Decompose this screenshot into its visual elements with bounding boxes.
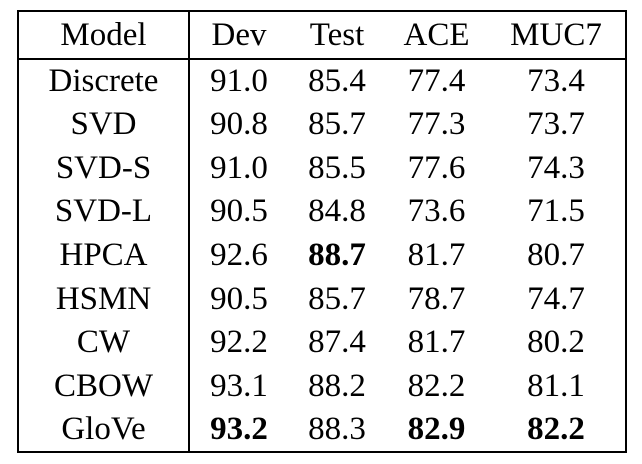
cell-dev: 90.8 <box>210 105 268 142</box>
cell-model: HPCA <box>18 233 190 278</box>
results-table: Model Dev Test ACE MUC7 Discrete 91.0 85… <box>17 10 627 453</box>
table-row: SVD-L 90.5 84.8 73.6 71.5 <box>18 189 626 234</box>
cell-muc7: 74.3 <box>527 149 585 186</box>
table-row: CBOW 93.1 88.2 82.2 81.1 <box>18 364 626 409</box>
cell-test: 85.7 <box>308 280 366 317</box>
cell-dev: 93.2 <box>210 411 268 448</box>
table-row: HSMN 90.5 85.7 78.7 74.7 <box>18 277 626 321</box>
cell-test: 88.3 <box>308 411 366 448</box>
cell-test: 85.4 <box>308 62 366 99</box>
cell-muc7: 80.7 <box>527 236 585 273</box>
cell-dev: 91.0 <box>210 62 268 99</box>
header-test: Test <box>288 11 386 60</box>
cell-muc7: 81.1 <box>527 367 585 404</box>
cell-muc7: 71.5 <box>527 193 585 230</box>
header-model: Model <box>18 11 190 60</box>
cell-muc7: 80.2 <box>527 324 585 361</box>
cell-test: 85.5 <box>308 149 366 186</box>
table-row: SVD-S 91.0 85.5 77.6 74.3 <box>18 146 626 190</box>
cell-ace: 81.7 <box>407 236 466 273</box>
cell-muc7: 74.7 <box>527 280 585 317</box>
cell-model: HSMN <box>18 277 190 321</box>
cell-ace: 81.7 <box>407 324 466 361</box>
table-row: SVD 90.8 85.7 77.3 73.7 <box>18 102 626 147</box>
table-row: CW 92.2 87.4 81.7 80.2 <box>18 320 626 365</box>
cell-model: CBOW <box>18 364 190 409</box>
cell-muc7: 73.7 <box>527 105 585 142</box>
cell-dev: 90.5 <box>210 280 268 317</box>
cell-model: SVD <box>18 102 190 147</box>
header-row: Model Dev Test ACE MUC7 <box>18 11 626 60</box>
table-row: GloVe 93.2 88.3 82.9 82.2 <box>18 408 626 452</box>
cell-dev: 90.5 <box>210 193 268 230</box>
cell-test: 87.4 <box>308 324 366 361</box>
cell-ace: 78.7 <box>407 280 466 317</box>
cell-dev: 92.6 <box>210 236 268 273</box>
table-row: HPCA 92.6 88.7 81.7 80.7 <box>18 233 626 278</box>
cell-test: 88.7 <box>308 236 366 273</box>
header-ace: ACE <box>386 11 487 60</box>
cell-muc7: 73.4 <box>527 62 585 99</box>
cell-model: GloVe <box>18 408 190 452</box>
cell-dev: 91.0 <box>210 149 268 186</box>
cell-test: 84.8 <box>308 193 366 230</box>
cell-model: CW <box>18 320 190 365</box>
cell-dev: 93.1 <box>210 367 268 404</box>
cell-test: 88.2 <box>308 367 366 404</box>
cell-ace: 77.6 <box>407 149 466 186</box>
cell-model: Discrete <box>18 59 190 103</box>
cell-ace: 77.4 <box>407 62 466 99</box>
cell-muc7: 82.2 <box>527 411 585 448</box>
header-muc7: MUC7 <box>487 11 626 60</box>
cell-dev: 92.2 <box>210 324 268 361</box>
cell-test: 85.7 <box>308 105 366 142</box>
cell-ace: 82.9 <box>407 411 466 448</box>
header-dev: Dev <box>189 11 288 60</box>
cell-ace: 77.3 <box>407 105 466 142</box>
table-row: Discrete 91.0 85.4 77.4 73.4 <box>18 59 626 103</box>
cell-model: SVD-L <box>18 189 190 234</box>
cell-ace: 73.6 <box>407 193 466 230</box>
cell-ace: 82.2 <box>407 367 466 404</box>
cell-model: SVD-S <box>18 146 190 190</box>
